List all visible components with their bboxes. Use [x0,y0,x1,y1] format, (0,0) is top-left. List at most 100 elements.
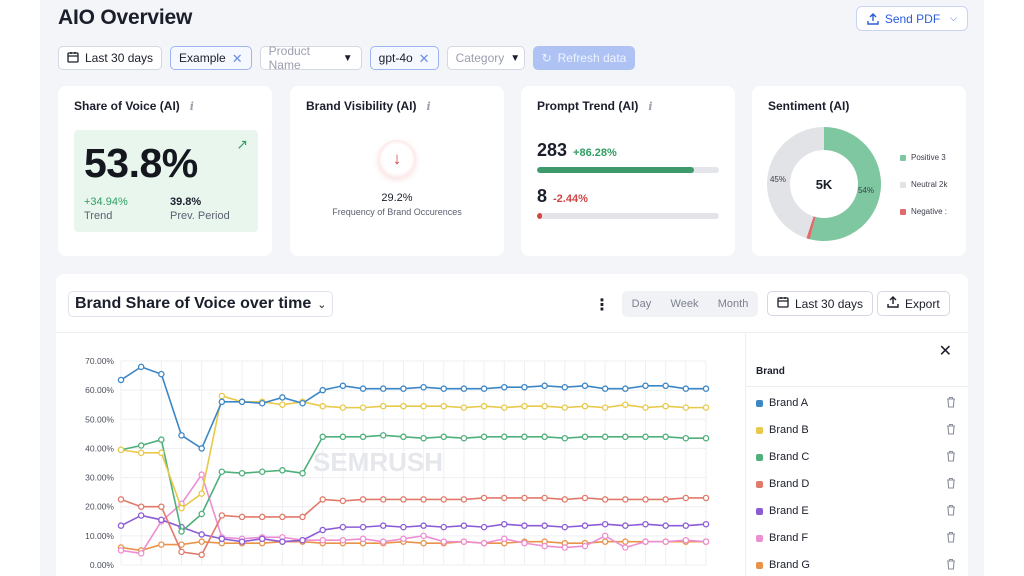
trash-icon[interactable] [946,477,956,492]
data-point [238,469,246,477]
data-point [158,436,165,443]
trash-icon[interactable] [946,423,956,438]
data-point [218,535,226,543]
divider [745,333,746,576]
trash-icon[interactable] [946,531,956,546]
granularity-month[interactable]: Month [717,298,749,310]
data-point [440,496,448,503]
divider [56,332,968,333]
trash-icon[interactable] [946,450,956,465]
brand-color-swatch [756,399,763,407]
filter-tag-model[interactable]: gpt-4o ✕ [369,46,439,70]
data-point [561,496,569,503]
more-options-icon[interactable]: ⋮ [594,297,610,314]
data-point [420,522,427,529]
data-point [319,402,326,410]
trash-icon[interactable] [946,558,956,573]
share-of-voice-value: 53.8% [84,140,198,186]
data-point [218,392,226,400]
brand-list-item[interactable]: Brand E [756,503,956,519]
legend-label: Negative : [911,207,948,216]
data-point [137,512,145,519]
card-title: Share of Voice (AI) i [74,99,194,113]
close-icon[interactable]: ✕ [418,50,430,66]
data-point [702,385,710,392]
data-point [440,385,448,392]
series-line-brand-e [120,514,707,543]
data-point [158,449,165,457]
date-range-label: Last 30 days [85,51,154,65]
data-point [662,402,669,410]
data-point [339,523,347,531]
data-point [662,496,669,503]
data-point [279,401,286,408]
card-title-text: Share of Voice (AI) [74,99,180,113]
sentiment-donut-chart: 5K 54% 45% [767,127,881,241]
data-point [420,539,427,547]
data-point [379,432,387,439]
brand-list-item[interactable]: Brand D [756,476,956,492]
trash-icon[interactable] [946,504,956,519]
refresh-data-button[interactable]: ↻ Refresh data [532,46,636,70]
data-point [622,433,629,441]
data-point [198,471,205,478]
data-point [198,538,205,545]
data-point [117,522,125,529]
info-icon[interactable]: i [426,99,431,113]
data-point [581,494,589,502]
granularity-week[interactable]: Week [670,298,699,310]
trash-icon[interactable] [946,396,956,411]
data-point [682,385,690,392]
date-range-filter[interactable]: Last 30 days [58,46,163,70]
export-button[interactable]: Export [877,291,950,316]
panel-title-dropdown[interactable]: Brand Share of Voice over time ⌄ [68,291,334,317]
filter-tag-example[interactable]: Example ✕ [170,46,252,70]
brand-name: Brand B [769,424,809,436]
data-point [460,385,468,392]
product-name-select[interactable]: Product Name ▼ [259,44,362,72]
brand-list-item[interactable]: Brand C [756,449,956,465]
data-point [460,538,468,545]
data-point [561,383,569,391]
info-icon[interactable]: i [648,99,653,113]
brand-visibility-value: 29.2% [381,192,413,204]
brand-list-item[interactable]: Brand A [756,395,956,411]
y-tick-label: 10.00% [85,531,114,541]
data-point [662,382,669,390]
data-point [541,522,548,529]
brand-name: Brand D [769,478,810,490]
data-point [601,385,609,392]
panel-title: Brand Share of Voice over time [75,295,312,312]
data-point [137,442,145,449]
info-icon[interactable]: i [189,99,194,113]
brand-list-item[interactable]: Brand G [756,557,956,573]
data-point [319,526,326,534]
close-icon[interactable]: ✕ [938,343,952,360]
data-point [561,544,569,551]
legend-item-negative: Negative : [900,207,947,216]
panel-date-range-button[interactable]: Last 30 days [767,291,874,316]
data-point [258,468,266,475]
data-point [359,385,367,392]
data-point [521,522,528,529]
send-pdf-button[interactable]: Send PDF ⌵ [855,6,968,31]
series-line-brand-b [120,394,706,510]
data-point [480,402,488,410]
prompt-count: 283 [537,140,568,160]
y-tick-label: 70.00% [85,356,114,366]
prev-period-label: Prev. Period [170,210,230,222]
close-icon[interactable]: ✕ [231,50,243,66]
card-title-text: Sentiment (AI) [768,99,850,113]
data-point [480,494,488,502]
card-title: Prompt Trend (AI) i [537,99,653,113]
brand-list-item[interactable]: Brand B [756,422,956,438]
data-point [601,538,609,545]
data-point [400,523,407,531]
brand-list-item[interactable]: Brand F [756,530,956,546]
data-point [178,528,185,535]
brand-color-swatch [756,561,763,569]
category-select[interactable]: Category ▼ [446,46,525,70]
data-point [622,385,629,392]
granularity-day[interactable]: Day [631,298,652,310]
brand-name: Brand F [769,532,809,544]
